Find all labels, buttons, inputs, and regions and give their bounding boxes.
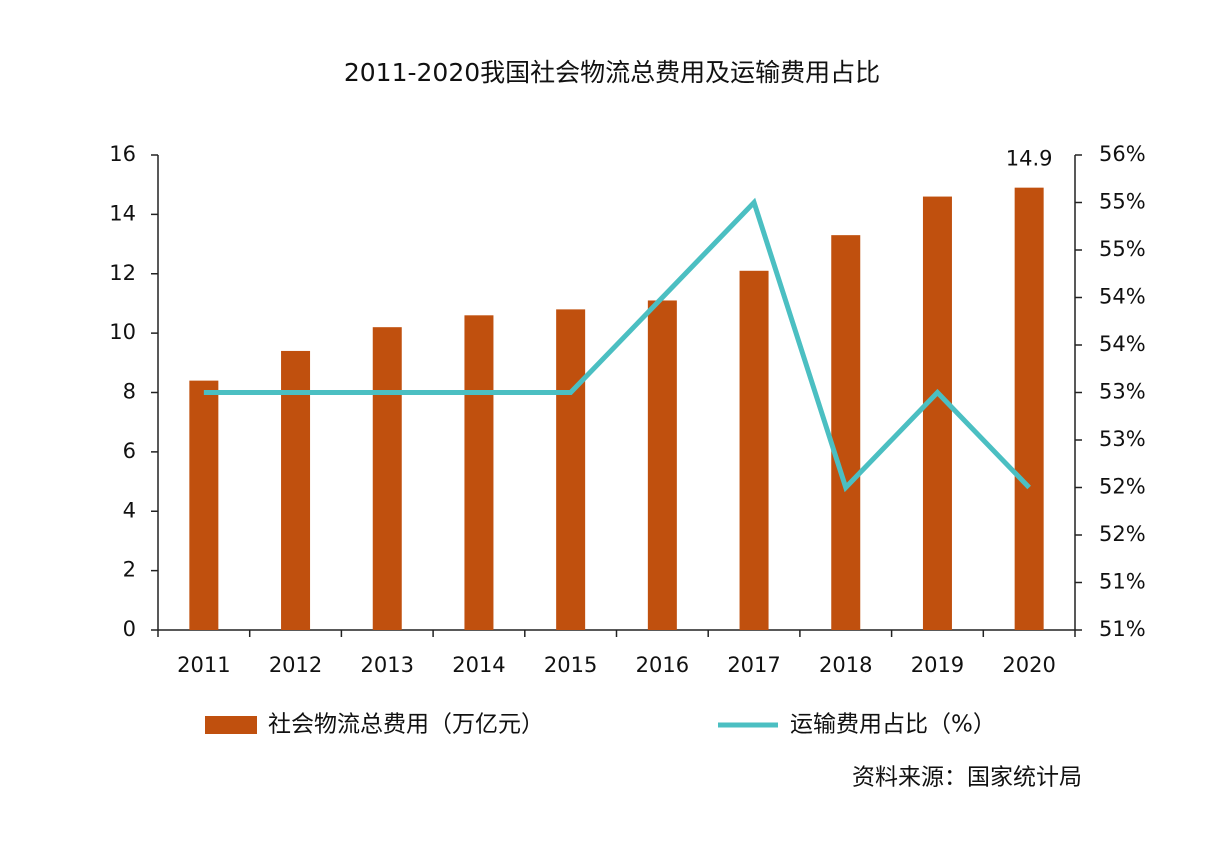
y2-tick-label: 54% <box>1099 285 1146 309</box>
x-tick-label: 2014 <box>452 653 505 677</box>
line <box>203 197 1031 493</box>
legend-label: 运输费用占比（%） <box>790 712 996 738</box>
bar <box>647 300 677 630</box>
bar <box>372 327 402 630</box>
bar <box>189 380 219 630</box>
legend-label: 社会物流总费用（万亿元） <box>268 712 544 738</box>
x-tick-label: 2016 <box>636 653 689 677</box>
source: 资料来源：国家统计局 <box>852 765 1082 791</box>
y-tick-label: 16 <box>109 142 136 166</box>
y-tick-label: 12 <box>109 261 136 285</box>
x-tick-label: 2012 <box>269 653 322 677</box>
y2-tick-label: 52% <box>1099 475 1146 499</box>
y2-tick-label: 51% <box>1099 570 1146 594</box>
x-tick-label: 2011 <box>177 653 230 677</box>
y-tick-label: 10 <box>109 320 136 344</box>
y2-tick-label: 56% <box>1099 142 1146 166</box>
x-tick-label: 2013 <box>361 653 414 677</box>
bar <box>922 196 952 630</box>
y-tick-label: 14 <box>109 201 136 225</box>
y2-tick-label: 55% <box>1099 190 1146 214</box>
x-tick-label: 2017 <box>727 653 780 677</box>
bar <box>739 270 769 630</box>
bar <box>831 235 861 630</box>
y-tick-label: 4 <box>123 498 136 522</box>
y-tick-label: 2 <box>123 558 136 582</box>
y-tick-label: 8 <box>123 380 136 404</box>
bar <box>556 309 586 630</box>
bar <box>281 350 311 630</box>
data-label: 14.9 <box>1006 147 1053 171</box>
y2-tick-label: 54% <box>1099 332 1146 356</box>
x-tick-label: 2019 <box>911 653 964 677</box>
x-tick-label: 2018 <box>819 653 872 677</box>
bar <box>1014 187 1044 630</box>
x-tick-label: 2020 <box>1002 653 1055 677</box>
legend-swatch <box>205 716 257 734</box>
y-tick-label: 0 <box>123 617 136 641</box>
y2-tick-label: 53% <box>1099 380 1146 404</box>
y-tick-label: 6 <box>123 439 136 463</box>
chart-title: 2011-2020我国社会物流总费用及运输费用占比 <box>344 58 880 87</box>
y2-tick-label: 51% <box>1099 617 1146 641</box>
y2-tick-label: 53% <box>1099 427 1146 451</box>
x-tick-label: 2015 <box>544 653 597 677</box>
bar <box>464 315 494 630</box>
y2-tick-label: 55% <box>1099 237 1146 261</box>
y2-tick-label: 52% <box>1099 522 1146 546</box>
